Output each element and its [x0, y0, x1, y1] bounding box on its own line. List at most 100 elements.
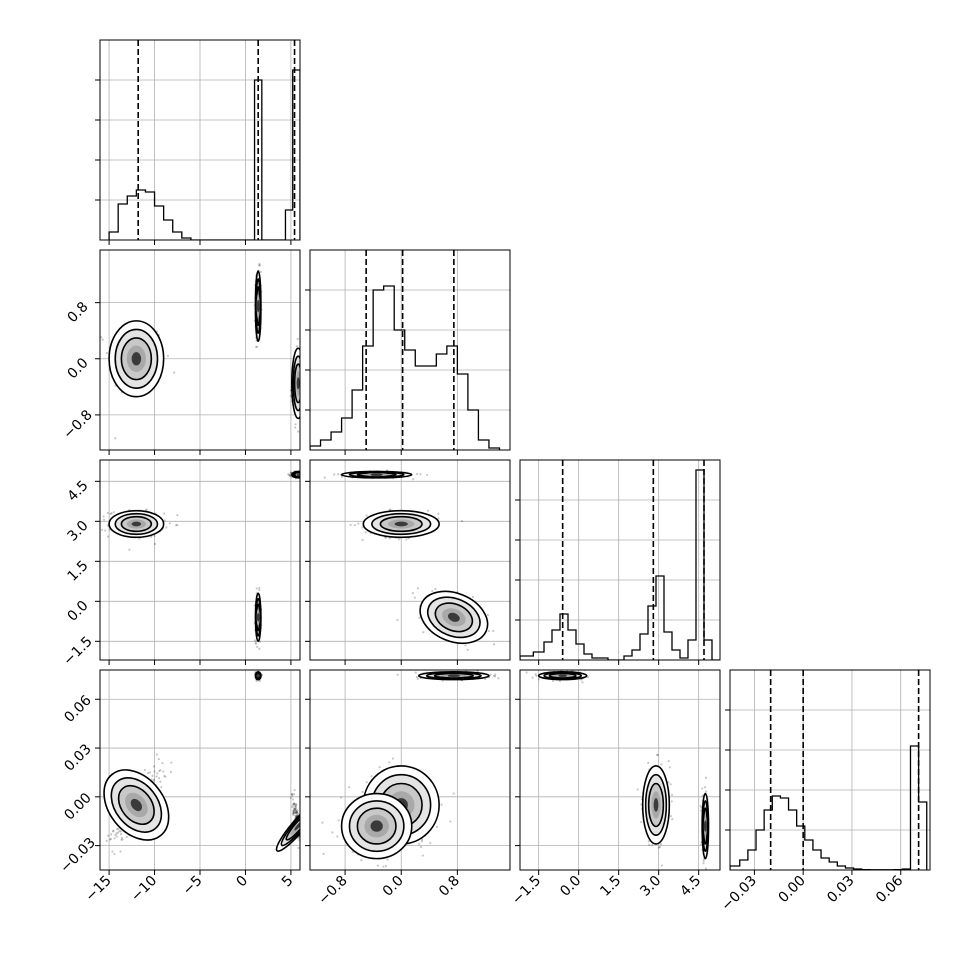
sample-point [349, 523, 352, 527]
sample-point [147, 771, 150, 775]
sample-point [322, 852, 325, 856]
sample-point [303, 858, 305, 860]
sample-point [289, 475, 292, 478]
sample-point [671, 818, 674, 821]
x-tick-label: 0.03 [824, 873, 857, 906]
scatter-panel-3-2: −1.5 0.0 1.5 3.0 4.5 [509, 669, 721, 908]
sample-point [300, 475, 302, 477]
sample-point [152, 778, 156, 781]
sample-point [293, 807, 296, 811]
sample-point [365, 514, 368, 517]
sample-point [295, 804, 298, 807]
sample-point [292, 809, 295, 812]
histogram-panel-1 [305, 249, 511, 455]
sample-point [116, 828, 119, 831]
sample-point [111, 850, 114, 853]
sample-point [254, 345, 258, 348]
y-tick-label: −0.03 [57, 835, 99, 877]
sample-point [464, 644, 467, 647]
x-tick-label: 0.06 [873, 873, 906, 906]
sample-point [647, 761, 650, 764]
sample-point [302, 475, 304, 477]
sample-point [411, 592, 414, 595]
sample-point [384, 864, 387, 868]
sample-point [292, 811, 295, 814]
sample-point [293, 814, 297, 817]
panel-body [94, 670, 307, 870]
sample-point [348, 786, 351, 789]
sample-point [333, 473, 336, 476]
sample-point [361, 790, 364, 793]
sample-point [292, 802, 295, 805]
y-tick-label: 0.8 [65, 299, 92, 326]
sample-point [397, 537, 400, 541]
sample-point [164, 775, 167, 778]
sample-point [300, 364, 302, 366]
sample-point [296, 812, 300, 815]
sample-point [301, 834, 303, 836]
sample-point [301, 850, 303, 852]
sample-point [413, 596, 416, 599]
sample-point [288, 474, 291, 477]
x-tick-label: 1.5 [597, 873, 624, 900]
sample-point [300, 473, 302, 475]
sample-point [301, 473, 303, 475]
density-contour [394, 521, 408, 527]
sample-point [389, 508, 392, 511]
sample-point [669, 814, 673, 818]
panel-frame [309, 669, 511, 871]
histogram-step [108, 69, 300, 240]
sample-point [493, 675, 497, 678]
sample-point [636, 788, 639, 791]
sample-point [651, 843, 654, 847]
sample-point [300, 473, 302, 475]
sample-point [300, 366, 302, 368]
sample-point [301, 475, 303, 477]
sample-point [94, 856, 96, 858]
sample-point [295, 345, 299, 348]
sample-point [119, 830, 123, 833]
sample-point [289, 394, 292, 397]
sample-point [303, 852, 305, 854]
sample-point [364, 531, 367, 534]
sample-point [100, 336, 103, 339]
sample-point [531, 676, 534, 679]
sample-point [303, 386, 305, 388]
panel-body [310, 460, 510, 660]
y-tick-label: 1.5 [65, 558, 92, 585]
density-contour [370, 473, 383, 477]
sample-point [300, 474, 302, 476]
sample-point [293, 811, 297, 814]
sample-point [157, 757, 160, 761]
sample-point [294, 426, 297, 429]
sample-point [292, 811, 296, 814]
sample-point [492, 643, 496, 646]
sample-point [667, 759, 670, 763]
sample-point [300, 848, 302, 850]
sample-point [114, 437, 117, 440]
sample-point [301, 844, 303, 846]
sample-point [115, 832, 118, 835]
sample-point [291, 793, 294, 796]
sample-point [258, 588, 261, 592]
sample-point [80, 349, 82, 351]
sample-point [378, 766, 381, 769]
sample-point [699, 843, 703, 846]
sample-point [162, 770, 165, 773]
sample-point [302, 367, 304, 369]
sample-point [291, 805, 294, 808]
sample-point [292, 804, 295, 807]
sample-point [497, 677, 500, 680]
sample-point [304, 473, 306, 475]
density-contour [558, 674, 567, 678]
sample-point [303, 474, 305, 476]
scatter-panel-1-0: −0.8 0.0 0.8 [60, 249, 305, 455]
grid [100, 40, 300, 240]
sample-point [435, 825, 439, 829]
density-contour [256, 674, 260, 678]
sample-point [289, 471, 293, 474]
sample-point [305, 852, 307, 854]
density-contour [447, 674, 460, 678]
x-tick-label: 0.0 [557, 873, 584, 900]
